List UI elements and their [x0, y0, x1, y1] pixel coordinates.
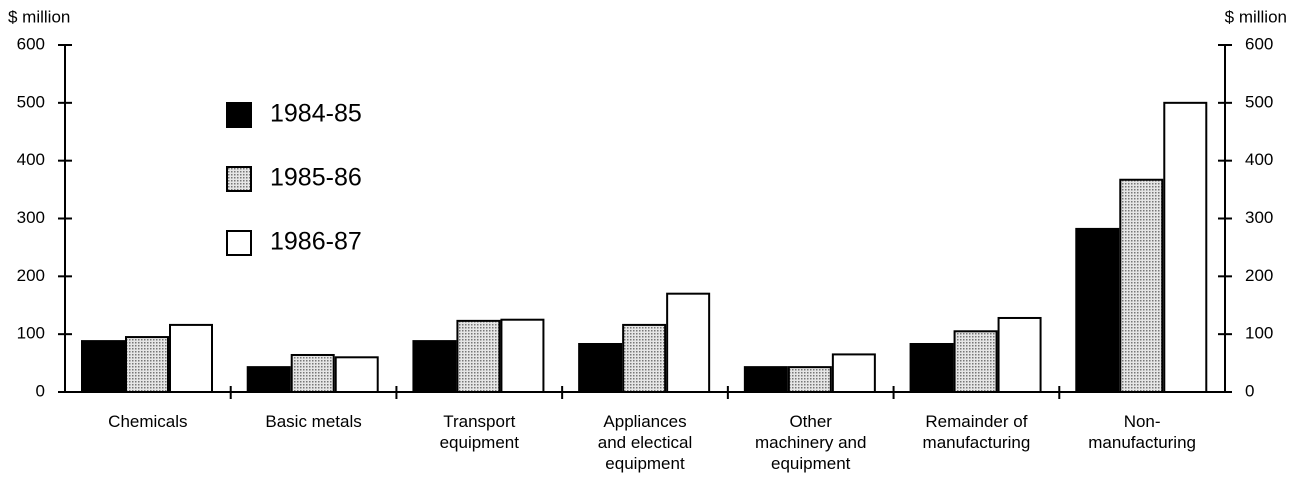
y-axis-label: $ million: [8, 7, 70, 26]
y-tick-label: 100: [17, 324, 45, 343]
bar: [1075, 227, 1120, 393]
y-tick-label: 0: [36, 381, 45, 400]
bar: [743, 366, 788, 393]
y2-axis-label: $ million: [1225, 7, 1287, 26]
bar: [412, 340, 457, 393]
legend-swatch: [226, 102, 252, 128]
legend-label: 1986-87: [270, 228, 362, 256]
bar: [1163, 101, 1208, 393]
bar: [831, 353, 876, 393]
x-tick-label: Non-manufacturing: [1088, 412, 1196, 452]
bar: [666, 292, 711, 393]
y2-tick-label: 500: [1245, 92, 1273, 111]
y-tick-label: 200: [17, 266, 45, 285]
y-tick-label: 400: [17, 150, 45, 169]
y-tick-label: 600: [17, 34, 45, 53]
y2-tick-label: 100: [1245, 324, 1273, 343]
y2-tick-label: 300: [1245, 208, 1273, 227]
x-tick-label: Chemicals: [108, 412, 187, 431]
bar: [953, 330, 998, 393]
bar: [1119, 178, 1164, 393]
bar: [246, 366, 291, 393]
legend-swatch: [226, 166, 252, 192]
bar: [787, 366, 832, 393]
y2-tick-label: 600: [1245, 34, 1273, 53]
bar: [500, 318, 545, 394]
legend-swatch: [226, 230, 252, 256]
bar: [334, 356, 379, 393]
x-tick-label: Remainder of manufacturing: [923, 412, 1031, 452]
x-tick-label: Other machinery and equipment: [755, 412, 867, 473]
legend-label: 1985-86: [270, 164, 362, 192]
x-tick-label: Transport equipment: [440, 412, 520, 452]
bar: [909, 342, 954, 393]
x-tick-label: Basic metals: [265, 412, 361, 431]
y-tick-label: 300: [17, 208, 45, 227]
x-tick-label: Appliances and electical equipment: [598, 412, 693, 473]
bar: [81, 340, 125, 393]
bar: [456, 319, 501, 393]
bar: [578, 342, 623, 393]
y-tick-label: 500: [17, 92, 45, 111]
bar: [169, 323, 213, 393]
bar: [290, 353, 335, 393]
bar: [125, 336, 169, 393]
y2-tick-label: 200: [1245, 266, 1273, 285]
y2-tick-label: 400: [1245, 150, 1273, 169]
y2-tick-label: 0: [1245, 381, 1254, 400]
bar: [997, 316, 1042, 393]
legend-label: 1984-85: [270, 100, 362, 128]
bar: [622, 323, 667, 393]
